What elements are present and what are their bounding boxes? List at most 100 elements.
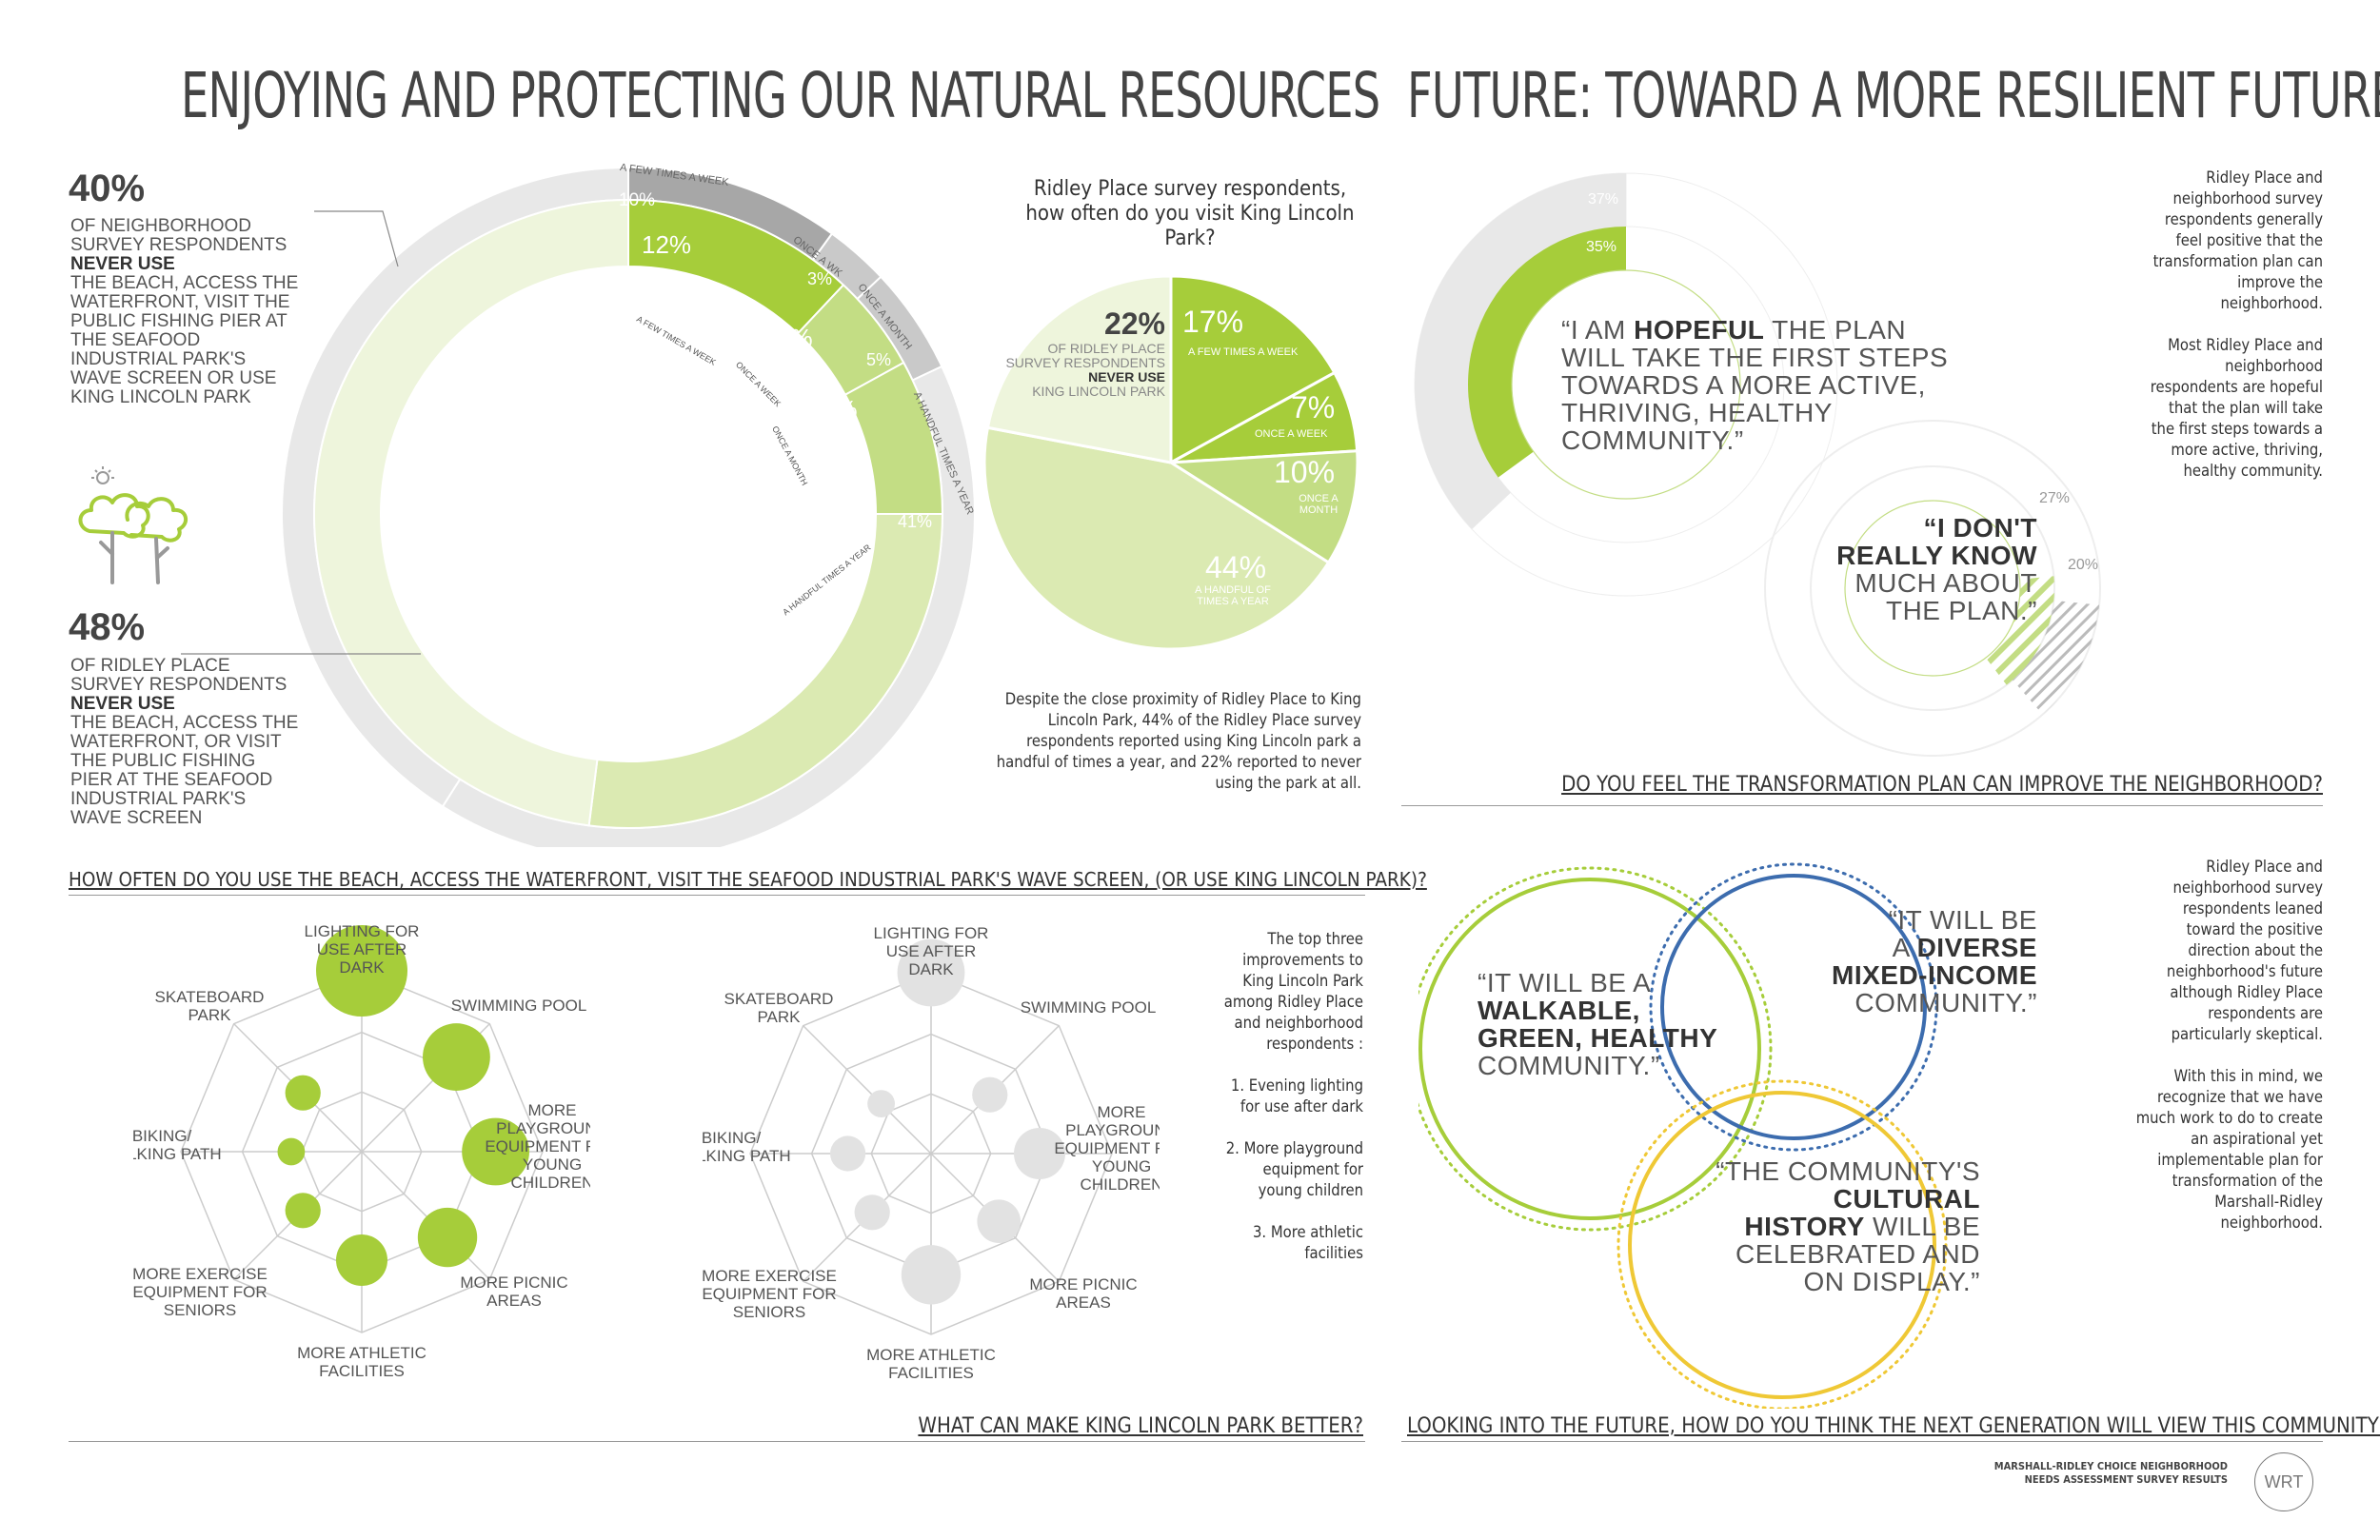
radar-bubble-5 (285, 1193, 321, 1229)
donut-inner-slice-3 (587, 513, 944, 829)
pie-never-block: 22% OF RIDLEY PLACE SURVEY RESPONDENTS N… (1003, 306, 1165, 399)
pie-never-bold: NEVER USE (1088, 369, 1165, 385)
radar-axis-label-4: MORE ATHLETIC FACILITIES (866, 1346, 996, 1382)
pie-never-line: OF RIDLEY PLACE SURVEY RESPONDENTS (1005, 341, 1165, 370)
hope-pct-37: 37% (1588, 191, 1618, 207)
stat1-text: OF NEIGHBORHOOD SURVEY RESPONDENTS NEVER… (70, 217, 299, 407)
footer-line2: NEEDS ASSESSMENT SURVEY RESULTS (2024, 1473, 2228, 1486)
radar-bubble-0 (897, 938, 965, 1007)
dk-outer-fill (2013, 600, 2100, 715)
top-three-1: 1. Evening lighting for use after dark (1230, 1076, 1363, 1116)
wrt-logo-text: WRT (2264, 1471, 2304, 1491)
pie-note: Despite the close proximity of Ridley Pl… (996, 690, 1361, 792)
radar-bubble-7 (285, 1075, 321, 1111)
pie-cat-44: A HANDFUL OF TIMES A YEAR (1195, 584, 1271, 607)
stat1-connector (314, 210, 399, 267)
side-future-1: Ridley Place and neighborhood survey res… (2166, 858, 2323, 1043)
quote-walk-post: COMMUNITY.” (1478, 1051, 1660, 1080)
pie-never-pct: 22% (1103, 306, 1165, 341)
quote-walk-bold: WALKABLE, GREEN, HEALTHY (1478, 996, 1718, 1053)
radar-bubble-5 (854, 1194, 890, 1231)
radar-bubble-4 (336, 1234, 387, 1286)
stat1-pct: 40% (69, 168, 146, 209)
radar-axis-label-1: SWIMMING POOL (1021, 998, 1157, 1017)
stat1-line1: OF NEIGHBORHOOD SURVEY RESPONDENTS (70, 216, 288, 255)
hope-outer-fill (1415, 173, 1626, 529)
dk-pct-20: 20% (2068, 557, 2098, 573)
donut-label-outer-10: 10% (619, 190, 656, 210)
stat2-line2: THE BEACH, ACCESS THE WATERFRONT, OR VIS… (70, 713, 299, 828)
hope-chart: 37% 35% 27% 20% (1414, 172, 2101, 757)
future-question: LOOKING INTO THE FUTURE, HOW DO YOU THIN… (1407, 1414, 2380, 1438)
rule-left-1 (69, 895, 1365, 896)
dk-outer-ring (1764, 420, 2101, 757)
radar-axis-label-5: MORE EXERCISE EQUIPMENT FOR SENIORS (133, 1265, 268, 1319)
radar-axis-label-1: SWIMMING POOL (451, 997, 587, 1015)
quote-dontknow-post: MUCH ABOUT THE PLAN.” (1854, 568, 2037, 625)
rule-right-2 (1401, 1441, 2323, 1442)
quote-diverse-mid: A (1892, 933, 1917, 962)
pie-cat-7: ONCE A WEEK (1255, 428, 1328, 440)
pie-chart (982, 274, 1359, 651)
footer-text: MARSHALL-RIDLEY CHOICE NEIGHBORHOOD NEED… (1904, 1460, 2228, 1487)
quote-dontknow-bold: “I DON'T REALLY KNOW (1836, 513, 2037, 570)
quote-hopeful-bold: HOPEFUL (1634, 315, 1765, 345)
stat2-pct: 48% (69, 606, 146, 648)
quote-dontknow: “I DON'T REALLY KNOW MUCH ABOUT THE PLAN… (1809, 514, 2037, 624)
radar-axis-label-7: SKATEBOARD PARK (724, 990, 834, 1026)
radar-question: WHAT CAN MAKE KING LINCOLN PARK BETTER? (918, 1414, 1363, 1438)
venn-circle-history (1628, 1091, 1936, 1399)
quote-history-post: WILL BE CELEBRATED AND ON DISPLAY.” (1735, 1212, 1980, 1296)
radar-bubble-2 (462, 1117, 529, 1186)
stat1-never: NEVER USE (70, 254, 175, 274)
quote-hopeful-post: THE PLAN WILL TAKE THE FIRST STEPS TOWAR… (1561, 315, 1949, 455)
pie-question: Ridley Place survey respondents, how oft… (1025, 177, 1355, 250)
hope-center (1511, 269, 1741, 500)
donut-label-inner-12: 12% (642, 230, 692, 259)
stat2-text: OF RIDLEY PLACE SURVEY RESPONDENTS NEVER… (70, 657, 299, 828)
donut-label-outer-3: 3% (807, 269, 833, 288)
donut-label-inner-27: 27% (823, 510, 873, 539)
rule-right-1 (1401, 805, 2323, 806)
radar-bubble-1 (972, 1076, 1008, 1113)
pie-cat-10: ONCE A MONTH (1299, 493, 1339, 516)
radar-axis-label-6: BIKING/WALKING PATH (703, 1129, 791, 1165)
quote-history-pre: “THE COMMUNITY'S (1716, 1156, 1980, 1186)
donut-question: HOW OFTEN DO YOU USE THE BEACH, ACCESS T… (69, 868, 1427, 891)
side-hope-2: Most Ridley Place and neighborhood respo… (2150, 336, 2323, 480)
radar-bubble-3 (977, 1199, 1021, 1244)
donut-label-outer-5: 5% (866, 350, 892, 369)
quote-hopeful: “I AM HOPEFUL THE PLAN WILL TAKE THE FIR… (1561, 316, 1971, 454)
footer-line1: MARSHALL-RIDLEY CHOICE NEIGHBORHOOD (1993, 1460, 2228, 1472)
quote-history: “THE COMMUNITY'S CULTURAL HISTORY WILL B… (1714, 1157, 1980, 1295)
side-future-2: With this in mind, we recognize that we … (2135, 1067, 2323, 1232)
radar-bubble-7 (867, 1090, 896, 1118)
pie-slice-2 (1166, 449, 1359, 565)
stat1-line2: THE BEACH, ACCESS THE WATERFRONT, VISIT … (70, 273, 299, 407)
radar-axis (803, 1025, 932, 1155)
pie-label-7: 7% (1291, 390, 1336, 424)
donut-inner-slice-4 (313, 198, 629, 827)
top-three-2: 2. More playground equipment for young c… (1225, 1139, 1363, 1199)
pie-cat-17: A FEW TIMES A WEEK (1188, 346, 1299, 358)
quote-walkable: “IT WILL BE A WALKABLE, GREEN, HEALTHY C… (1478, 969, 1735, 1079)
quote-hopeful-pre: “I AM (1561, 315, 1635, 345)
radar-bubble-1 (423, 1023, 490, 1091)
venn-circle-diverse (1660, 874, 1927, 1140)
quote-diverse: “IT WILL BE A DIVERSE MIXED-INCOME COMMU… (1790, 906, 2037, 1017)
side-future: Ridley Place and neighborhood survey res… (2132, 857, 2323, 1234)
venn-circle-walkable (1418, 878, 1761, 1220)
top-three: The top three improvements to King Linco… (1219, 929, 1363, 1264)
quote-diverse-pre: “IT WILL BE (1888, 905, 2037, 935)
radar-bubble-3 (417, 1207, 478, 1268)
quote-diverse-post: COMMUNITY.” (1854, 988, 2037, 1017)
stat2-never: NEVER USE (70, 694, 175, 714)
pie-slice-3 (982, 425, 1331, 651)
radar-bubble-6 (830, 1135, 866, 1172)
pie-never-text: OF RIDLEY PLACE SURVEY RESPONDENTS NEVER… (1003, 342, 1165, 399)
venn-diagram (1418, 862, 1948, 1409)
